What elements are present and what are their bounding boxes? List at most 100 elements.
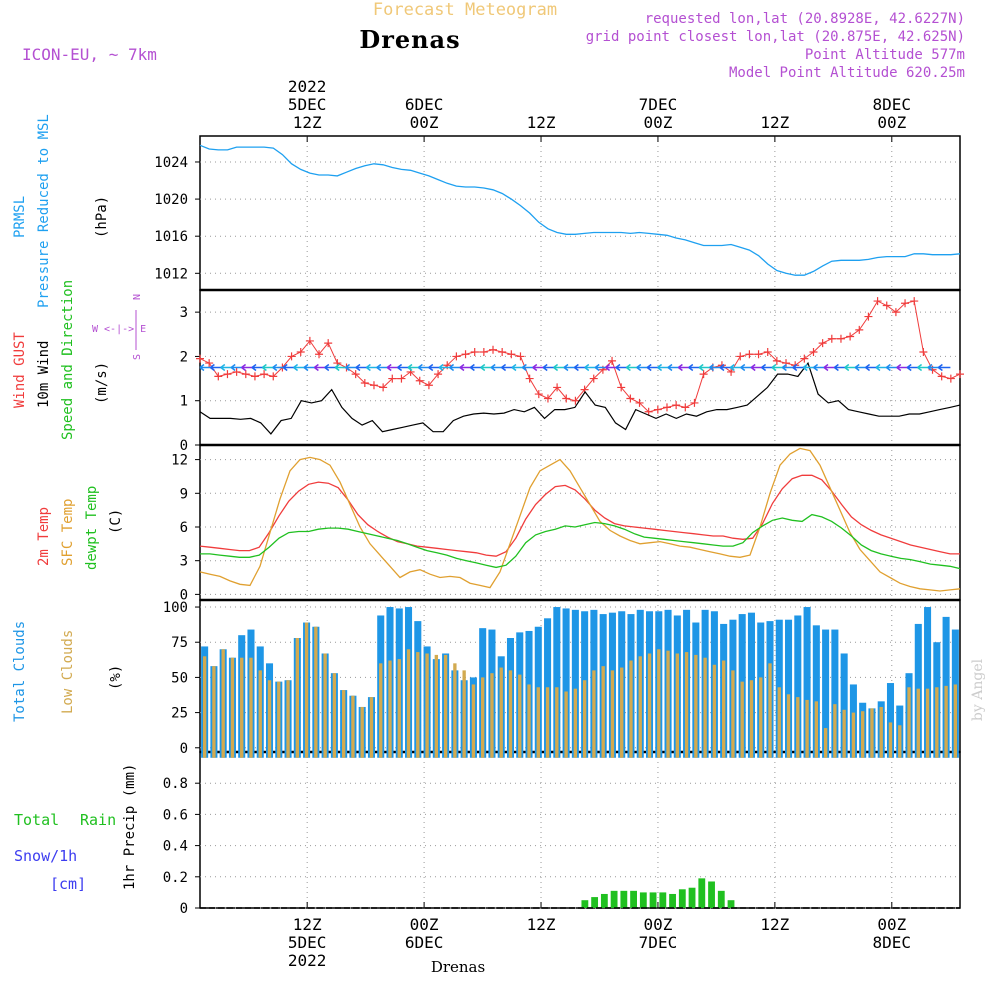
wind-direction-arrow: [272, 363, 285, 372]
low-cloud-bar: [703, 657, 707, 758]
footer-location: Drenas: [431, 958, 485, 976]
wind-gust-marker: [287, 352, 296, 361]
wind-direction-arrow: [917, 363, 930, 372]
total-cloud-bar: [785, 619, 793, 758]
wind-direction-arrow: [584, 363, 597, 372]
low-cloud-bar: [916, 688, 920, 758]
low-cloud-bar: [295, 638, 299, 758]
wind-gust-marker: [324, 339, 333, 348]
wind-direction-arrow: [428, 363, 441, 372]
wind-direction-arrow: [241, 363, 254, 372]
wind-direction-arrow: [875, 363, 888, 372]
wind-direction-arrow: [386, 363, 400, 372]
top-time-label: 00Z: [877, 113, 906, 132]
wind-direction-arrow: [688, 363, 701, 372]
wind-gust-marker: [644, 407, 653, 416]
y-tick-label: 12: [171, 453, 188, 469]
wind-gust-marker: [516, 352, 525, 361]
wind-direction-arrow: [865, 363, 878, 372]
wind-gust-marker: [736, 352, 745, 361]
y-tick-label: 1016: [154, 229, 188, 245]
low-cloud-bar: [657, 649, 661, 758]
wind-direction-arrow: [251, 363, 264, 372]
low-cloud-bar: [230, 657, 235, 758]
low-cloud-bar: [416, 652, 420, 758]
wind-gust-marker: [351, 370, 360, 379]
low-cloud-bar: [684, 652, 689, 758]
watermark: by Angel: [970, 658, 986, 721]
product-title: Forecast Meteogram: [373, 0, 557, 20]
low-cloud-bar: [796, 697, 800, 758]
low-cloud-bar: [944, 685, 948, 758]
wind-direction-arrow: [313, 363, 327, 372]
wind-direction-arrow: [781, 363, 795, 372]
wind-gust-marker: [690, 398, 699, 407]
y-tick-label: 25: [171, 706, 188, 722]
panel-5-frame: [199, 751, 961, 909]
rain-bar: [659, 892, 667, 908]
total-cloud-bar: [924, 607, 932, 758]
wind-direction-arrow: [823, 363, 836, 372]
wind-direction-arrow: [792, 363, 805, 372]
low-cloud-bar: [740, 681, 744, 758]
y-tick-label: 3: [180, 305, 188, 321]
y-tick-label: 1024: [154, 155, 188, 171]
wind-gust-marker: [635, 398, 644, 407]
wind-gust-marker: [919, 348, 928, 356]
total-cloud-bar: [822, 629, 830, 758]
low-cloud-bar: [925, 688, 930, 758]
wind-10m-line: [199, 361, 961, 435]
wind-direction-arrow: [511, 363, 524, 372]
y-tick-label: 0: [180, 438, 188, 454]
wind-gust-marker: [727, 367, 736, 376]
y-tick-label: 6: [180, 520, 188, 536]
top-time-label: 00Z: [410, 113, 439, 132]
wind-gust-marker: [452, 352, 461, 361]
rain-bar: [698, 878, 706, 908]
wind-direction-arrow: [573, 363, 587, 372]
low-cloud-bar: [907, 687, 911, 758]
precip-axis-label: 1hr Precip (mm): [122, 764, 138, 890]
wind-direction-arrow: [542, 363, 556, 372]
wind-gust-label: Wind GUST: [12, 332, 28, 408]
wind-direction-arrow: [896, 363, 909, 372]
location-title: Drenas: [359, 25, 460, 54]
wind-direction-arrow: [220, 363, 233, 372]
wind-direction-arrow: [729, 363, 743, 372]
wind-gust-marker: [855, 325, 864, 334]
temp-sfc-line: [199, 447, 961, 592]
y-tick-label: 2: [180, 349, 188, 365]
wind-direction-arrow: [376, 363, 389, 372]
wind-direction-arrow: [532, 363, 545, 372]
temp-dewpt-line: [200, 513, 961, 570]
low-cloud-bar: [564, 691, 568, 758]
wind-gust-marker: [388, 374, 397, 383]
low-cloud-bar: [425, 653, 429, 758]
low-cloud-bar: [814, 701, 819, 758]
model-label: ICON-EU, ~ 7km: [22, 45, 157, 64]
low-cloud-bar: [434, 654, 439, 758]
bottom-time-label: 00Z: [643, 915, 672, 934]
low-cloud-bar: [481, 677, 485, 758]
wind-direction-arrow: [802, 363, 816, 372]
wind-direction-arrow: [833, 363, 847, 372]
wind-gust-marker: [672, 401, 681, 410]
low-cloud-bar: [870, 708, 874, 758]
low-cloud-bar: [443, 654, 448, 758]
low-cloud-bar: [508, 670, 513, 758]
wind-direction-arrow: [698, 363, 712, 372]
wind-gust-marker: [250, 372, 259, 381]
y-tick-label: 9: [180, 486, 188, 502]
wind-gust-marker: [864, 312, 873, 321]
total-cloud-bar: [812, 625, 820, 758]
top-time-label: 12Z: [293, 113, 322, 132]
wind-gust-marker: [745, 350, 754, 359]
wind-direction-arrow: [293, 363, 306, 372]
wind-gust-marker: [397, 374, 406, 383]
wind-direction-arrow: [615, 363, 628, 372]
wind-gust-marker: [489, 345, 498, 354]
low-cloud-bar: [202, 656, 207, 758]
wind-direction-arrow: [854, 363, 868, 372]
wind-direction-arrow: [646, 363, 660, 372]
bottom-time-label: 12Z: [760, 915, 789, 934]
